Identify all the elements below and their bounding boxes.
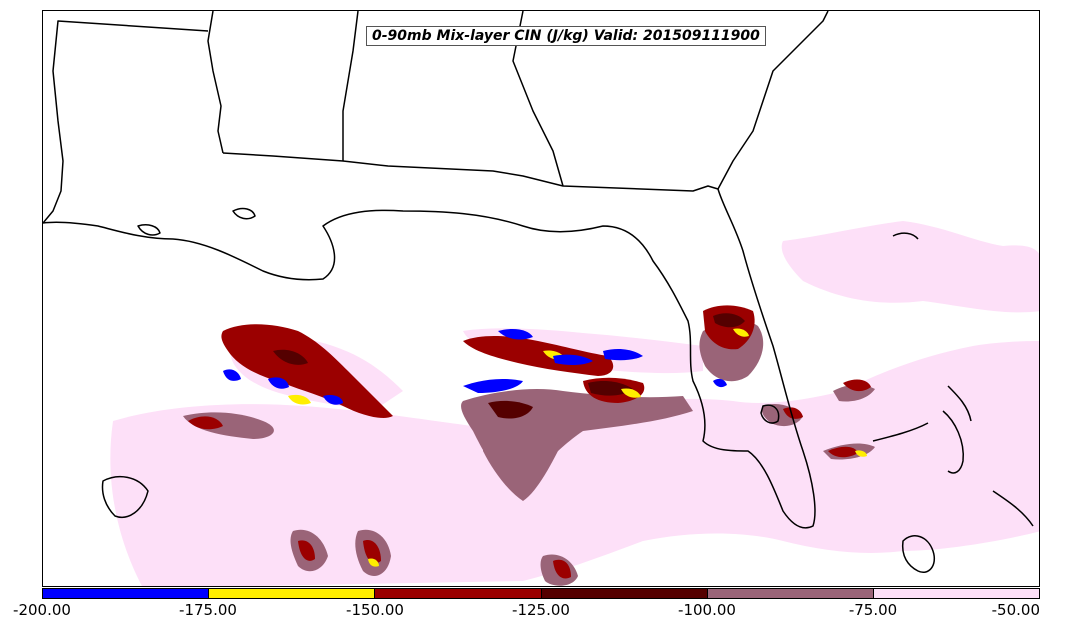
colorbar-tick: -100.00 <box>678 601 736 619</box>
cin-field-mauve <box>183 320 875 586</box>
colorbar-tick: -75.00 <box>848 601 898 619</box>
colorbar <box>42 588 1040 599</box>
colorbar-segment-6 <box>872 589 1040 598</box>
colorbar-tick: -175.00 <box>179 601 237 619</box>
colorbar-tick: -200.00 <box>13 601 71 619</box>
map-panel: 0-90mb Mix-layer CIN (J/kg) Valid: 20150… <box>42 10 1040 587</box>
colorbar-tick: -125.00 <box>512 601 570 619</box>
colorbar-segment-5 <box>706 589 873 598</box>
colorbar-segment-3 <box>374 589 541 598</box>
colorbar-segment-4 <box>540 589 707 598</box>
cin-field-blue <box>223 329 727 405</box>
cin-map <box>43 11 1039 586</box>
colorbar-segment-2 <box>208 589 375 598</box>
map-title: 0-90mb Mix-layer CIN (J/kg) Valid: 20150… <box>366 26 766 46</box>
colorbar-tick: -50.00 <box>991 601 1040 619</box>
cin-field-darkred <box>273 313 745 419</box>
colorbar-tick: -150.00 <box>346 601 404 619</box>
coastlines-and-borders <box>43 11 1034 573</box>
colorbar-segment-1 <box>43 589 209 598</box>
